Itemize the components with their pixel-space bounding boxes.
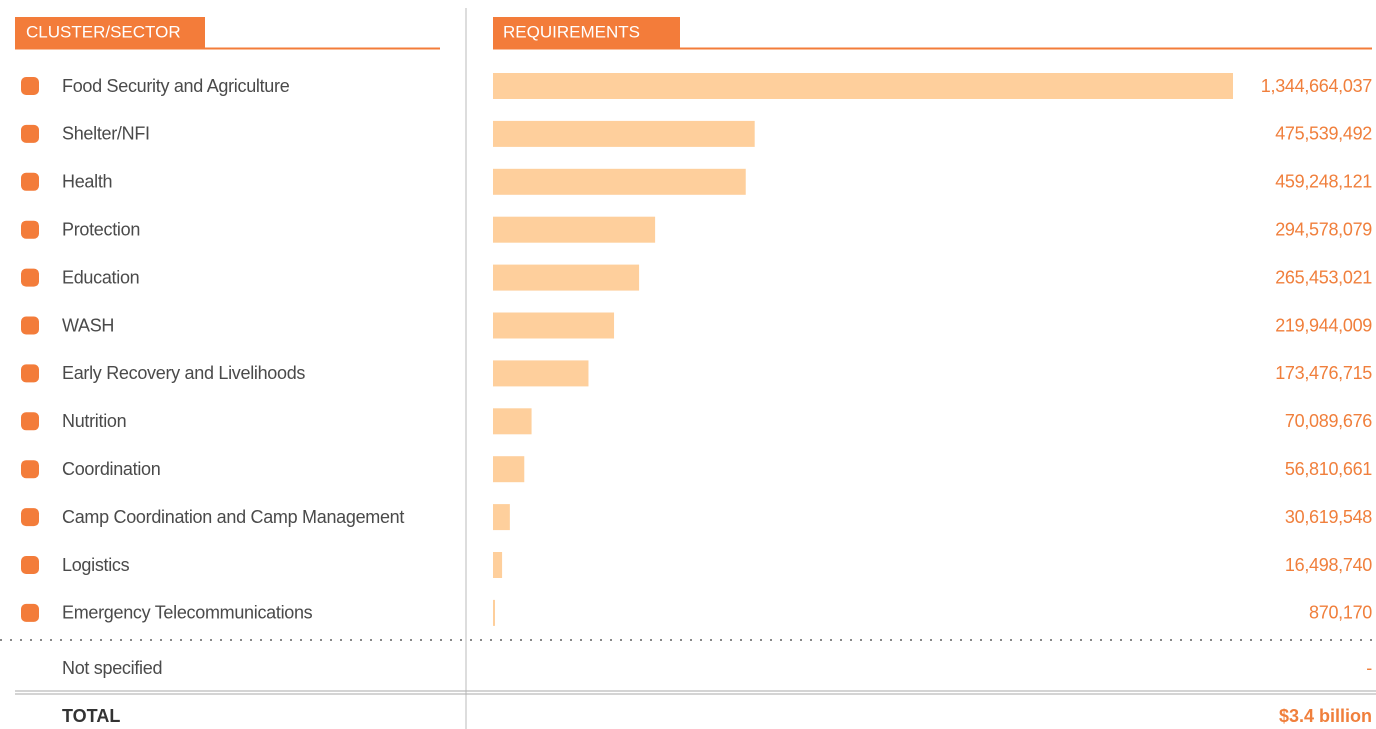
icon	[21, 124, 39, 143]
bar	[493, 216, 656, 243]
category-label: Health	[62, 172, 112, 192]
icon	[21, 364, 39, 383]
total-value: $3.4 billion	[1279, 706, 1372, 726]
value-label: 459,248,121	[1275, 172, 1372, 192]
category-label: Education	[62, 267, 139, 287]
bar	[493, 73, 1233, 99]
value-label: 70,089,676	[1285, 411, 1372, 431]
category-label: WASH	[62, 315, 114, 335]
category-label: Coordination	[62, 459, 160, 479]
category-label: Logistics	[62, 555, 130, 575]
category-label: Camp Coordination and Camp Management	[62, 507, 404, 527]
icon	[21, 508, 39, 527]
value-label: 56,810,661	[1285, 459, 1372, 479]
icon	[21, 268, 39, 287]
value-label: 870,170	[1309, 603, 1372, 623]
icon	[21, 556, 39, 574]
category-label: Protection	[62, 219, 140, 239]
bar	[493, 360, 589, 387]
value-label: -	[1366, 658, 1372, 678]
total-label: TOTAL	[62, 706, 120, 726]
icon	[21, 172, 39, 191]
icon	[21, 316, 39, 335]
category-label: Early Recovery and Livelihoods	[62, 363, 305, 383]
category-label: Food Security and Agriculture	[62, 76, 290, 96]
icon	[21, 412, 39, 431]
value-label: 265,453,021	[1275, 267, 1372, 287]
bar	[493, 264, 640, 291]
value-label: 219,944,009	[1275, 315, 1372, 335]
value-label: 475,539,492	[1275, 124, 1372, 144]
bar	[493, 456, 525, 483]
value-label: 1,344,664,037	[1261, 76, 1372, 96]
value-label: 173,476,715	[1275, 363, 1372, 383]
bar	[493, 552, 503, 578]
value-label: 30,619,548	[1285, 507, 1372, 527]
icon	[21, 220, 39, 239]
bar	[493, 599, 495, 626]
bar	[493, 312, 615, 339]
category-label: Not specified	[62, 658, 162, 678]
header-box	[15, 17, 205, 48]
category-label: Emergency Telecommunications	[62, 603, 313, 623]
bar	[493, 504, 510, 531]
column-header: REQUIREMENTS	[503, 22, 640, 41]
icon	[21, 603, 39, 622]
value-label: 16,498,740	[1285, 555, 1372, 575]
header-box	[493, 17, 680, 48]
category-label: Nutrition	[62, 411, 126, 431]
bar	[493, 168, 746, 195]
icon	[21, 77, 39, 95]
column-header: CLUSTER/SECTOR	[26, 22, 181, 41]
bar	[493, 408, 532, 435]
value-label: 294,578,079	[1275, 219, 1372, 239]
icon	[21, 460, 39, 479]
category-label: Shelter/NFI	[62, 124, 150, 144]
bar	[493, 120, 755, 147]
